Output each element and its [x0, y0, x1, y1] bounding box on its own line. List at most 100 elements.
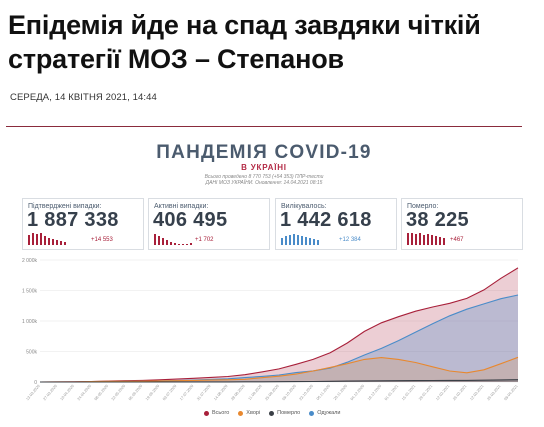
x-tick-label: 12.02.2021 [435, 384, 450, 401]
stat-recovered: Вилікувалось: 1 442 618 +12 384 [275, 198, 397, 250]
x-tick-label: 24.04.2020 [77, 384, 92, 401]
legend-item: Всього [204, 410, 229, 416]
x-tick-label: 09.10.2020 [282, 384, 297, 401]
series-area [40, 357, 518, 382]
sparkbar [439, 237, 441, 245]
infographic-subtitle: В УКРАЇНІ [241, 163, 287, 172]
x-tick-label: 10.04.2020 [60, 384, 75, 401]
x-tick-label: 27.03.2020 [43, 384, 58, 401]
stat-value: 1 442 618 [280, 209, 372, 231]
stat-value: 38 225 [406, 209, 469, 231]
stat-value: 406 495 [153, 209, 228, 231]
sparkbar [36, 234, 38, 245]
stat-label: Підтверджені випадки: [28, 203, 102, 210]
sparkbar [186, 244, 188, 245]
sparkbar [435, 236, 437, 245]
x-tick-label: 25.09.2020 [264, 384, 279, 401]
source-note: ДАНІ МОЗ УКРАЇНИ. Оновлення: 14.04.2021 … [205, 180, 323, 186]
sparkbar [166, 240, 168, 245]
sparkbar [32, 233, 34, 245]
sparkbar [190, 243, 192, 245]
sparkbar [154, 234, 156, 245]
series-line [40, 379, 519, 383]
sparkbar [48, 238, 50, 245]
chart-legend: Всього Хворі Померло Одужали [204, 410, 340, 416]
legend-swatch [204, 410, 209, 416]
sparkbar [443, 238, 445, 245]
y-tick-label: 0 [34, 380, 37, 386]
sparkbar [289, 235, 291, 245]
x-tick-label: 15.01.2021 [401, 384, 416, 401]
sparkbar [407, 233, 409, 245]
x-tick-label: 28.08.2020 [230, 384, 245, 401]
sparkbar [182, 244, 184, 245]
stat-confirmed: Підтверджені випадки: 1 887 338 +14 553 [22, 198, 144, 250]
sparkbar [305, 237, 307, 245]
y-tick-label: 1 000k [22, 319, 38, 325]
sparkbar [317, 240, 319, 245]
sparkbar [427, 234, 429, 245]
legend-label: Хворі [246, 410, 261, 416]
x-tick-label: 18.12.2020 [367, 384, 382, 401]
x-tick-label: 26.03.2021 [486, 384, 501, 401]
sparkbar [40, 233, 42, 245]
sparkbar [301, 236, 303, 245]
stat-label: Активні випадки: [154, 203, 209, 210]
x-tick-label: 01.01.2021 [384, 384, 399, 401]
legend-label: Всього [212, 410, 230, 416]
divider [6, 126, 522, 127]
x-tick-label: 31.07.2020 [196, 384, 211, 401]
x-tick-label: 22.05.2020 [111, 384, 126, 401]
stat-delta: +467 [450, 237, 464, 243]
sparkbar [158, 236, 160, 245]
sparkbar [170, 242, 172, 245]
stat-value: 1 887 338 [27, 209, 119, 231]
x-tick-label: 05.06.2020 [128, 384, 143, 401]
x-tick-label: 26.02.2021 [452, 384, 467, 401]
stat-sparkbars [154, 233, 214, 245]
covid-infographic: ПАНДЕМІЯ COVID-19 В УКРАЇНІ Всього прове… [6, 128, 523, 427]
legend-label: Одужали [317, 410, 341, 416]
sparkbar [281, 238, 283, 245]
legend-swatch [269, 410, 275, 416]
stat-sparkbars [28, 233, 88, 245]
legend-item: Померло [269, 410, 300, 416]
sparkbar [56, 240, 58, 245]
x-tick-label: 11.09.2020 [248, 384, 263, 401]
sparkbar [64, 242, 66, 245]
sparkbar [174, 243, 176, 245]
x-tick-label: 06.11.2020 [316, 384, 331, 401]
stat-active: Активні випадки: 406 495 +1 702 [148, 198, 270, 250]
sparkbar [60, 241, 62, 245]
sparkbar [44, 236, 46, 245]
x-tick-label: 19.06.2020 [145, 384, 160, 401]
stat-delta: +12 384 [339, 237, 361, 243]
legend-swatch [238, 410, 244, 416]
sparkbar [423, 235, 425, 245]
sparkbar [52, 239, 54, 245]
stat-sparkbars [281, 233, 341, 245]
tests-note: Всього проведено 8 770 753 (+54 353) ПЛР… [204, 174, 324, 180]
sparkbar [178, 244, 180, 245]
stat-delta: +1 702 [195, 237, 214, 243]
sparkbar [293, 234, 295, 245]
x-tick-label: 12.03.2021 [469, 384, 484, 401]
x-tick-label: 23.10.2020 [299, 384, 314, 401]
series-area [40, 267, 518, 382]
article-headline: Епідемія йде на спад завдяки чіткій стра… [8, 10, 481, 74]
y-tick-label: 2 000k [22, 258, 38, 264]
x-tick-label: 09.04.2021 [503, 384, 518, 401]
stat-label: Вилікувалось: [281, 203, 327, 210]
series-area [40, 295, 518, 382]
cases-area-chart: 2 000k 1 500k 1 000k 500k 013.03.2020 27.03.2… [22, 258, 519, 401]
sparkbar [431, 235, 433, 245]
stat-deaths: Померло: 38 225 +467 [401, 198, 523, 250]
sparkbar [415, 234, 417, 245]
stat-sparkbars [407, 233, 467, 245]
legend-item: Одужали [309, 410, 340, 416]
series-line [39, 356, 519, 383]
y-tick-label: 1 500k [22, 289, 38, 295]
x-tick-label: 14.08.2020 [213, 384, 228, 401]
legend-swatch [309, 410, 315, 416]
article-date: СЕРЕДА, 14 КВІТНЯ 2021, 14:44 [10, 92, 157, 103]
